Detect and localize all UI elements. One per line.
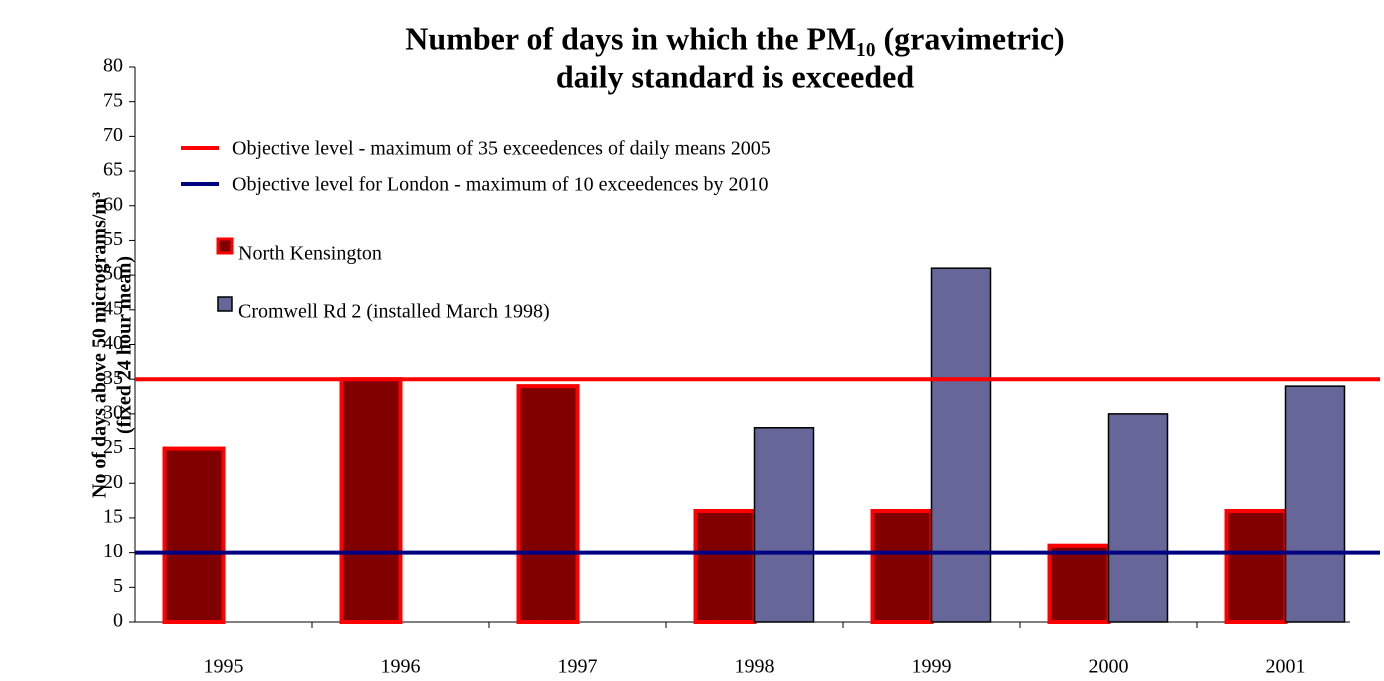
y-tick-label: 45	[103, 297, 123, 319]
y-tick-label: 25	[103, 436, 123, 458]
y-tick-label: 30	[103, 401, 123, 423]
legend-swatch	[216, 237, 234, 255]
y-tick-label: 5	[113, 575, 123, 597]
bar	[1107, 413, 1169, 623]
y-axis-label: (fixed 24 hour mean)	[114, 256, 136, 434]
y-tick-label: 65	[103, 159, 123, 181]
legend-label: Cromwell Rd 2 (installed March 1998)	[238, 301, 550, 323]
bar	[693, 509, 757, 624]
x-tick-label: 2001	[1266, 656, 1306, 678]
x-tick-label: 1996	[381, 656, 421, 678]
y-tick-label: 50	[103, 263, 123, 285]
x-tick-label: 1999	[912, 656, 952, 678]
y-tick-label: 15	[103, 506, 123, 528]
legend-label: North Kensington	[238, 243, 382, 265]
bar	[1047, 543, 1111, 624]
y-tick-label: 70	[103, 124, 123, 146]
y-tick-label: 40	[103, 332, 123, 354]
y-tick-label: 60	[103, 193, 123, 215]
y-tick-label: 80	[103, 55, 123, 77]
bar	[870, 509, 934, 624]
y-tick-label: 75	[103, 89, 123, 111]
x-tick-label: 1995	[204, 656, 244, 678]
y-tick-label: 20	[103, 471, 123, 493]
x-tick-label: 1998	[735, 656, 775, 678]
chart-title: Number of days in which the PM₁₀ (gravim…	[405, 20, 1064, 56]
bar	[1284, 385, 1346, 623]
bar	[516, 384, 580, 624]
y-tick-label: 10	[103, 540, 123, 562]
bar	[1224, 509, 1288, 624]
bar	[339, 377, 403, 624]
legend-swatch	[217, 296, 233, 312]
legend-label: Objective level - maximum of 35 exceeden…	[232, 138, 771, 160]
chart-title: daily standard is exceeded	[556, 58, 914, 94]
bar	[162, 446, 226, 624]
x-tick-label: 1997	[558, 656, 598, 678]
bar	[753, 427, 815, 623]
y-axis-label: No of days above 50 micrograms/m³	[89, 192, 111, 498]
legend-label: Objective level for London - maximum of …	[232, 174, 769, 196]
y-tick-label: 0	[113, 610, 123, 632]
y-tick-label: 35	[103, 367, 123, 389]
y-tick-label: 55	[103, 228, 123, 250]
x-tick-label: 2000	[1089, 656, 1129, 678]
bar	[930, 267, 992, 623]
